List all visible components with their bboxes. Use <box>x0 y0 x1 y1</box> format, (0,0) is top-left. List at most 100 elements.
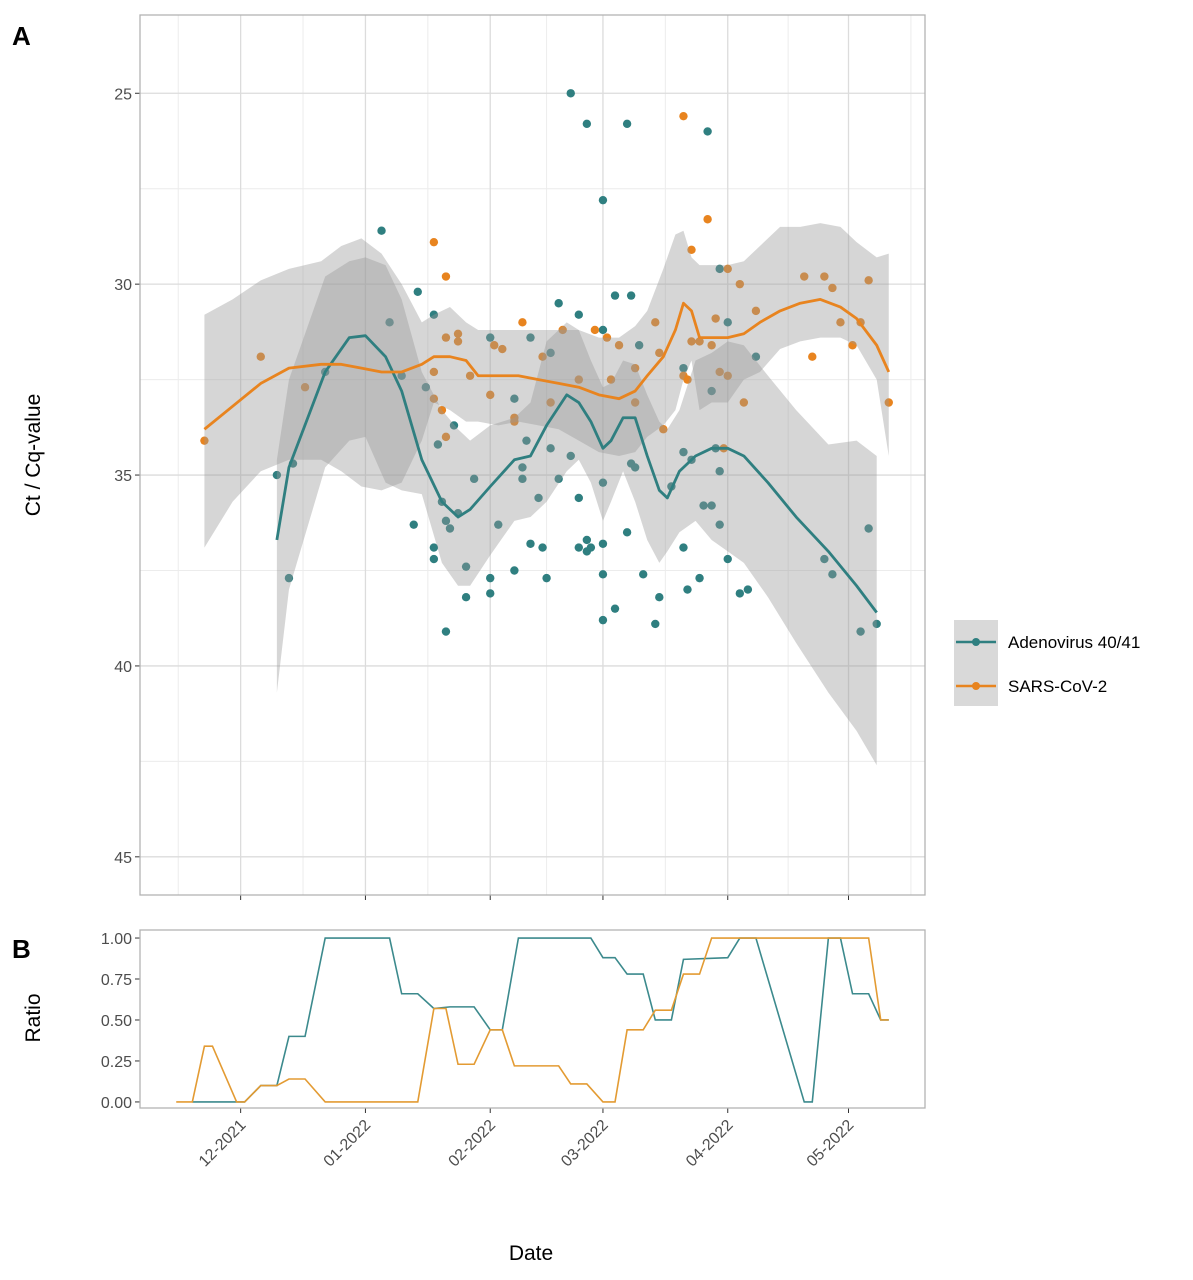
data-point-adenovirus <box>679 543 688 552</box>
panel-label-a: A <box>12 21 31 51</box>
data-point-adenovirus <box>679 447 688 457</box>
data-point-adenovirus <box>707 386 716 396</box>
data-point-sars <box>707 341 716 350</box>
data-point-adenovirus <box>723 554 732 564</box>
y-tick-label: 25 <box>114 86 132 103</box>
data-point-sars <box>441 432 451 442</box>
data-point-sars <box>723 371 732 380</box>
data-point-adenovirus <box>715 264 724 274</box>
data-point-sars <box>437 405 447 415</box>
data-point-adenovirus <box>526 539 535 548</box>
x-tick-label: 04-2022 <box>683 1117 737 1171</box>
data-point-sars <box>651 318 660 327</box>
data-point-adenovirus <box>574 310 583 319</box>
panel-label-b: B <box>12 934 31 964</box>
data-point-sars <box>864 276 873 285</box>
y-tick-label: 40 <box>114 659 132 676</box>
data-point-adenovirus <box>828 570 837 579</box>
data-point-adenovirus <box>872 619 881 629</box>
data-point-adenovirus <box>494 520 503 529</box>
x-tick-label: 01-2022 <box>321 1117 375 1171</box>
data-point-adenovirus <box>586 543 596 552</box>
data-point-adenovirus <box>441 516 451 526</box>
data-point-sars <box>630 398 640 407</box>
panel-b-background <box>140 930 925 1108</box>
data-point-adenovirus <box>598 539 608 548</box>
y-tick-label: 0.00 <box>101 1095 132 1112</box>
data-point-sars <box>655 348 664 358</box>
data-point-sars <box>808 352 817 361</box>
data-point-adenovirus <box>566 89 575 98</box>
data-point-adenovirus <box>715 467 724 476</box>
data-point-sars <box>465 371 475 380</box>
data-point-adenovirus <box>820 554 829 564</box>
data-point-adenovirus <box>554 299 563 308</box>
legend-point-sars <box>972 682 980 690</box>
data-point-sars <box>800 272 809 281</box>
data-point-sars <box>546 398 555 407</box>
data-point-adenovirus <box>582 535 592 545</box>
data-point-sars <box>453 329 463 338</box>
data-point-sars <box>723 264 732 274</box>
data-point-adenovirus <box>751 352 761 361</box>
data-point-adenovirus <box>622 119 632 129</box>
data-point-adenovirus <box>538 543 547 552</box>
data-point-sars <box>453 337 463 346</box>
data-point-sars <box>695 337 704 346</box>
confidence-band-sars <box>204 223 889 548</box>
data-point-sars <box>538 352 547 361</box>
legend-point-adenovirus <box>972 638 980 646</box>
data-point-adenovirus <box>566 451 575 461</box>
data-point-adenovirus <box>574 493 583 503</box>
data-point-adenovirus <box>574 543 583 552</box>
legend-label-adenovirus: Adenovirus 40/41 <box>1008 633 1140 652</box>
data-point-adenovirus <box>598 195 608 205</box>
data-point-adenovirus <box>639 570 648 579</box>
data-point-adenovirus <box>651 619 660 629</box>
data-point-adenovirus <box>630 463 640 472</box>
data-point-adenovirus <box>610 291 620 300</box>
data-point-sars <box>518 318 527 327</box>
data-point-adenovirus <box>510 394 519 403</box>
data-point-adenovirus <box>715 520 724 529</box>
data-point-sars <box>486 390 495 400</box>
data-point-sars <box>820 272 829 281</box>
data-point-adenovirus <box>486 573 495 583</box>
data-point-adenovirus <box>272 470 282 480</box>
data-point-sars <box>715 367 724 377</box>
data-point-sars <box>828 283 837 293</box>
data-point-adenovirus <box>534 493 543 503</box>
data-point-sars <box>836 318 845 327</box>
data-point-adenovirus <box>421 383 431 392</box>
data-point-adenovirus <box>385 318 394 327</box>
panel-b-plot: 0.00 0.25 0.50 0.75 1.00 12-2021 01-2022 02-202… <box>101 929 926 1171</box>
data-point-sars <box>558 325 567 335</box>
data-point-adenovirus <box>695 573 704 583</box>
data-point-sars <box>429 394 439 403</box>
x-tick-label: 05-2022 <box>804 1117 858 1171</box>
data-point-sars <box>300 383 310 392</box>
data-point-adenovirus <box>610 604 620 613</box>
data-point-adenovirus <box>429 543 439 552</box>
data-point-adenovirus <box>598 570 608 579</box>
data-point-sars <box>429 237 439 247</box>
data-point-adenovirus <box>546 348 555 358</box>
data-point-adenovirus <box>429 554 439 564</box>
x-tick-label: 02-2022 <box>446 1117 500 1171</box>
data-point-adenovirus <box>413 287 422 296</box>
data-point-adenovirus <box>679 363 688 373</box>
y-tick-label: 30 <box>114 277 132 294</box>
data-point-adenovirus <box>655 593 664 602</box>
panel-b-y-axis-title: Ratio <box>22 993 45 1042</box>
data-point-adenovirus <box>626 291 636 300</box>
data-point-adenovirus <box>526 333 535 342</box>
data-point-sars <box>679 111 688 121</box>
data-point-adenovirus <box>397 371 406 380</box>
panel-a-plot: 25 30 35 40 45 <box>114 14 926 900</box>
data-point-adenovirus <box>554 474 563 484</box>
ratio-line-sars <box>176 937 889 1103</box>
data-point-sars <box>703 215 712 224</box>
data-point-adenovirus <box>622 528 632 537</box>
data-point-adenovirus <box>486 589 495 598</box>
